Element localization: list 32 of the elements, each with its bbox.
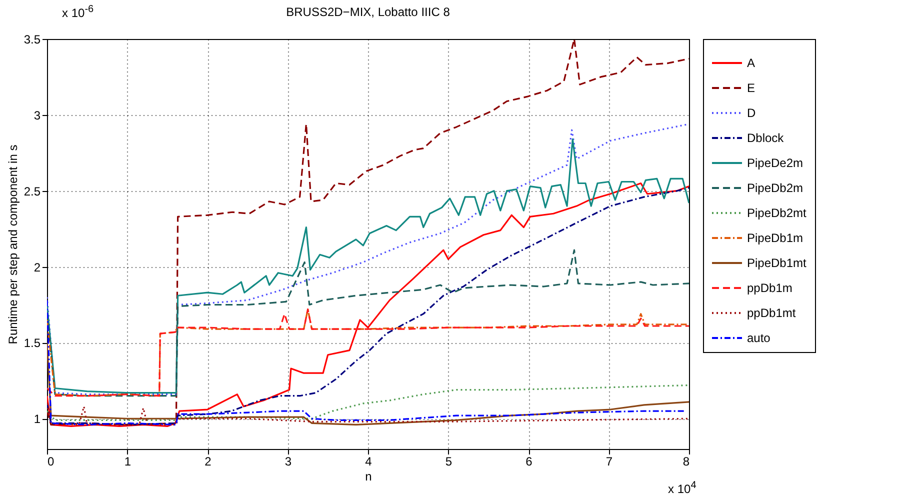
x-tick-label: 2 [204, 454, 212, 468]
legend-label: ppDb1mt [747, 306, 796, 320]
y-tick-label: 3 [34, 108, 41, 122]
legend-label: E [747, 81, 756, 95]
x-tick-label: 7 [606, 454, 613, 468]
chart-title: BRUSS2D−MIX, Lobatto IIIC 8 [286, 5, 450, 19]
legend-label: D [747, 106, 756, 120]
y-axis-title: Runtime per step and component in s [6, 144, 20, 344]
legend-label: PipeDb1mt [747, 256, 808, 270]
legend-label: Dblock [747, 131, 785, 145]
legend-label: auto [747, 331, 771, 345]
legend-label: A [747, 56, 756, 70]
text: x 10$^{-6}$ [62, 4, 94, 20]
text: x 10$^{4}$ [668, 480, 696, 496]
y-tick-label: 2 [34, 260, 41, 274]
legend-label: ppDb1m [747, 281, 792, 295]
y-tick-label: 3.5 [24, 32, 41, 46]
x-tick-label: 8 [682, 454, 690, 468]
y-tick-label: 1.5 [24, 336, 41, 350]
x-tick-label: 4 [365, 454, 372, 468]
y-tick-label: 2.5 [24, 184, 41, 198]
legend-label: PipeDb2m [747, 181, 804, 195]
legend-label: PipeDb2mt [747, 206, 808, 220]
y-tick-label: 1 [34, 412, 41, 426]
x-tick-label: 3 [284, 454, 292, 468]
legend-label: PipeDe2m [747, 156, 804, 170]
x-tick-label: 0 [48, 454, 54, 468]
x-tick-label: 5 [445, 454, 452, 468]
x-axis-title: n [365, 470, 372, 484]
x-tick-label: 1 [124, 454, 132, 468]
x-tick-label: 6 [526, 454, 533, 468]
legend-label: PipeDb1m [747, 231, 804, 245]
